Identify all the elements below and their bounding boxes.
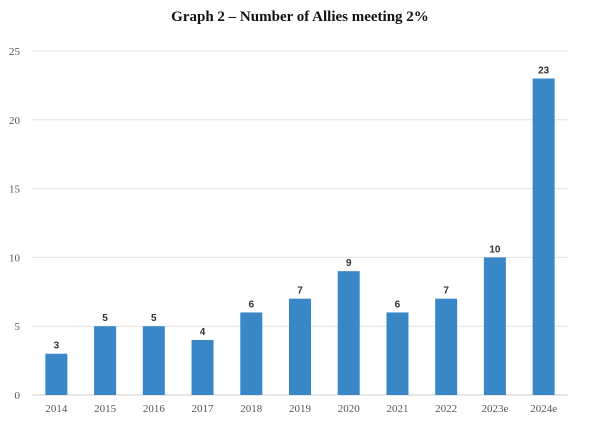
data-labels: 3 5 5 4 6 7 9 6 7 10 23 — [54, 66, 550, 352]
x-tick-label: 2020 — [338, 403, 361, 415]
bar-2023e — [483, 257, 506, 395]
x-tick-label: 2018 — [240, 403, 263, 415]
y-tick-label: 15 — [9, 184, 21, 196]
y-tick-label: 10 — [9, 252, 21, 264]
data-label: 10 — [489, 244, 501, 255]
x-tick-label: 2015 — [94, 403, 117, 415]
x-axis-ticks: 2014 2015 2016 2017 2018 2019 2020 2021 2022 2023… — [45, 403, 557, 415]
y-axis-ticks: 0 5 10 15 20 25 — [9, 46, 21, 402]
bar-2017 — [191, 339, 214, 395]
data-label: 5 — [102, 313, 108, 324]
data-label: 7 — [443, 286, 449, 297]
x-tick-label: 2016 — [143, 403, 166, 415]
x-tick-label: 2019 — [289, 403, 312, 415]
data-label: 6 — [248, 299, 254, 310]
bar-2016 — [142, 326, 165, 395]
bar-2019 — [289, 298, 311, 395]
bar-2018 — [240, 312, 263, 395]
x-tick-label: 2014 — [45, 403, 68, 415]
data-label: 7 — [297, 286, 303, 297]
bars — [45, 78, 555, 396]
bar-2024e — [532, 78, 555, 396]
y-tick-label: 20 — [9, 115, 21, 127]
data-label: 3 — [54, 341, 60, 352]
x-tick-label: 2021 — [386, 403, 408, 415]
bar-2021 — [386, 312, 409, 395]
x-tick-label: 2024e — [530, 403, 557, 415]
x-tick-label: 2017 — [192, 403, 215, 415]
x-tick-label: 2022 — [435, 403, 457, 415]
bar-2022 — [435, 298, 458, 395]
data-label: 23 — [538, 66, 550, 77]
data-label: 4 — [200, 327, 206, 338]
data-label: 6 — [395, 299, 401, 310]
y-tick-label: 0 — [15, 390, 21, 402]
chart-title: Graph 2 – Number of Allies meeting 2% — [171, 9, 429, 25]
y-tick-label: 25 — [9, 46, 21, 58]
y-tick-label: 5 — [15, 321, 21, 333]
data-label: 9 — [346, 258, 352, 269]
bar-2020 — [337, 271, 360, 395]
bar-2014 — [45, 353, 68, 395]
bar-2015 — [94, 326, 117, 395]
x-tick-label: 2023e — [481, 403, 508, 415]
data-label: 5 — [151, 313, 157, 324]
